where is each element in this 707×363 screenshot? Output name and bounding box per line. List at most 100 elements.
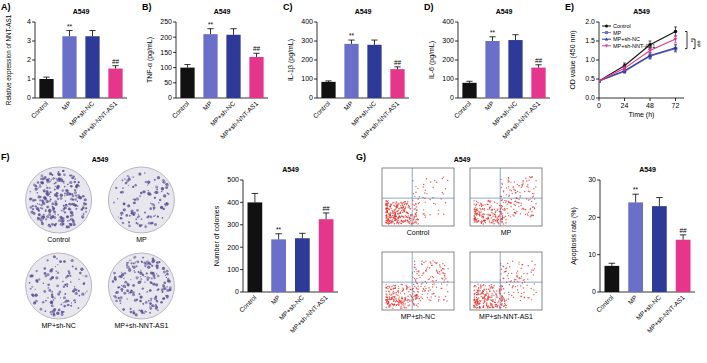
event	[525, 178, 526, 179]
colony	[133, 263, 135, 265]
event	[386, 210, 387, 211]
colony	[67, 304, 70, 307]
event	[386, 214, 387, 215]
y-tick	[240, 180, 243, 181]
bar	[295, 238, 310, 292]
quadrant-line	[382, 198, 454, 199]
marker	[674, 38, 678, 42]
colony	[44, 272, 47, 275]
event	[400, 292, 401, 293]
error-cap	[66, 30, 72, 31]
colony	[39, 185, 42, 188]
colony	[166, 297, 168, 299]
event	[389, 221, 390, 222]
event	[409, 294, 410, 295]
event	[441, 270, 442, 271]
event	[531, 214, 532, 215]
event	[414, 221, 415, 222]
event	[426, 282, 427, 283]
error-bar	[674, 35, 677, 43]
colony	[123, 292, 126, 295]
colony	[45, 190, 48, 193]
bar	[462, 83, 476, 98]
event	[397, 204, 398, 205]
event	[385, 222, 386, 223]
event	[498, 216, 499, 217]
event	[476, 221, 477, 222]
event	[392, 219, 393, 220]
colony	[85, 211, 87, 213]
colony	[146, 216, 149, 219]
colony	[37, 203, 39, 205]
event	[401, 210, 402, 211]
image-title: A549	[92, 156, 109, 163]
event	[421, 283, 422, 284]
event	[432, 276, 433, 277]
colony	[76, 187, 78, 189]
event	[487, 201, 488, 202]
event	[390, 215, 391, 216]
bracket-arm	[693, 39, 695, 40]
event	[423, 213, 424, 214]
bar	[180, 68, 194, 98]
event	[432, 286, 433, 287]
event	[489, 207, 490, 208]
event	[484, 220, 485, 221]
error-line	[187, 65, 188, 68]
colony	[143, 257, 145, 259]
event	[481, 222, 482, 223]
colony	[118, 286, 120, 288]
event	[401, 203, 402, 204]
event	[504, 208, 505, 209]
event	[432, 284, 433, 285]
event	[442, 278, 443, 279]
error-line	[278, 234, 279, 240]
colony	[151, 272, 154, 275]
panel: E)A5490.00.51.01.52.0OD value (450 nm)02…	[565, 2, 702, 119]
event	[398, 304, 399, 305]
colony	[133, 257, 134, 258]
event	[530, 177, 531, 178]
event	[415, 213, 416, 214]
y-tick	[240, 292, 243, 293]
event	[437, 272, 438, 273]
event	[502, 217, 503, 218]
event	[433, 280, 434, 281]
y-tick	[240, 269, 243, 270]
event	[510, 216, 511, 217]
error-cap	[252, 193, 258, 194]
error-bar	[66, 31, 72, 37]
x-tick-label: Control	[238, 293, 258, 313]
event	[527, 184, 528, 185]
colony	[150, 300, 152, 302]
colony	[66, 193, 69, 196]
event	[421, 275, 422, 276]
event	[503, 191, 504, 192]
error-cap	[649, 58, 652, 59]
event	[388, 301, 389, 302]
colony	[45, 210, 47, 212]
colony	[155, 295, 157, 297]
colony	[141, 261, 142, 262]
event	[423, 272, 424, 273]
event	[415, 186, 416, 187]
event	[406, 212, 407, 213]
event	[420, 296, 421, 297]
y-tick-label: 300	[227, 221, 239, 228]
error-cap	[674, 35, 677, 36]
event	[414, 291, 415, 292]
event	[387, 200, 388, 201]
event	[428, 290, 429, 291]
event	[508, 201, 509, 202]
event	[479, 214, 480, 215]
event	[491, 205, 492, 206]
colony	[157, 309, 159, 311]
bar	[531, 68, 545, 98]
event	[436, 270, 437, 271]
event	[410, 289, 411, 290]
event	[419, 277, 420, 278]
error-cap	[649, 59, 652, 60]
event	[385, 208, 386, 209]
event	[396, 211, 397, 212]
event	[401, 307, 402, 308]
